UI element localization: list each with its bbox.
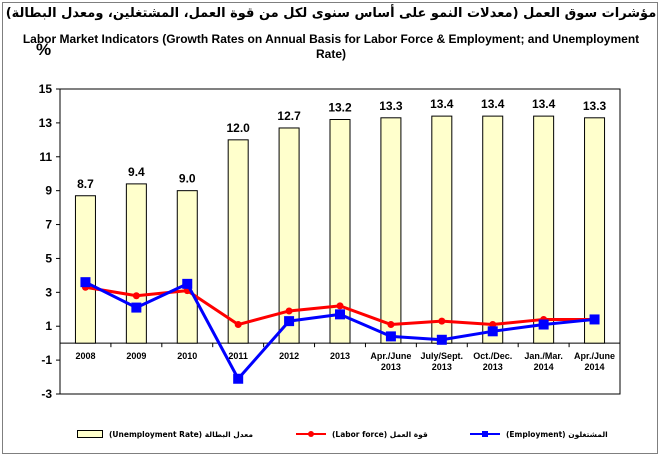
employment-point <box>385 331 396 342</box>
x-category-label: Apr./June <box>574 351 615 361</box>
employment-point <box>182 278 193 289</box>
x-category-label: 2013 <box>381 362 401 372</box>
y-tick-label: 9 <box>45 184 52 198</box>
legend-red-line-swatch <box>296 431 326 437</box>
labor-force-point <box>336 302 344 310</box>
employment-point <box>335 309 345 320</box>
y-tick-label: 1 <box>45 319 52 333</box>
labor-force-point <box>285 307 293 315</box>
unemployment-bar <box>329 119 351 344</box>
unemployment-bar <box>431 115 453 344</box>
bar-data-label: 13.2 <box>328 101 352 115</box>
employment-point <box>284 316 295 327</box>
x-category-label: 2011 <box>228 351 248 361</box>
x-category-label: Oct./Dec. <box>473 351 512 361</box>
employment-point <box>538 319 549 330</box>
bar-data-label: 12.0 <box>227 121 251 135</box>
labor-force-point <box>132 292 140 300</box>
employment-point <box>436 334 447 345</box>
x-category-label: July/Sept. <box>421 351 464 361</box>
bar-data-label: 13.3 <box>583 99 607 113</box>
chart-title-english: Labor Market Indicators (Growth Rates on… <box>22 32 640 61</box>
legend-employment: (Employment) المشتغلون <box>470 428 608 440</box>
bar-data-label: 13.4 <box>532 97 556 111</box>
unemployment-bar <box>227 139 249 344</box>
x-category-label: 2014 <box>534 362 554 372</box>
y-tick-label: 3 <box>45 285 52 299</box>
labor-force-point <box>489 321 497 329</box>
employment-point <box>487 326 498 337</box>
x-category-label: 2010 <box>177 351 197 361</box>
chart-title-arabic: مؤشرات سوق العمل (معدلات النمو على أساس … <box>5 6 657 21</box>
legend-labor-force: (Labor force) قوة العمل <box>296 428 428 440</box>
unemployment-bar <box>176 190 198 344</box>
x-category-label: 2008 <box>75 351 95 361</box>
bar-data-label: 9.4 <box>128 165 145 179</box>
unemployment-bar <box>584 117 606 344</box>
bar-data-label: 13.3 <box>379 99 403 113</box>
x-category-label: 2012 <box>279 351 299 361</box>
legend-labor-force-label: (Labor force) قوة العمل <box>332 429 428 439</box>
x-category-label: 2013 <box>483 362 503 372</box>
legend-unemployment-label: (Unemployment Rate) معدل البطالة <box>109 429 253 439</box>
y-tick-label: 15 <box>39 82 53 96</box>
unemployment-bar <box>278 127 300 344</box>
legend-bar-swatch <box>77 430 103 438</box>
y-axis-unit: % <box>36 40 52 59</box>
employment-point <box>131 302 142 313</box>
bar-data-label: 9.0 <box>179 172 196 186</box>
x-category-label: Jan./Mar. <box>524 351 563 361</box>
employment-point <box>233 373 244 384</box>
x-category-label: 2014 <box>585 362 605 372</box>
bar-data-label: 13.4 <box>481 97 505 111</box>
x-category-label: 2013 <box>432 362 452 372</box>
labor-force-point <box>234 321 242 329</box>
labor-force-point <box>438 317 446 325</box>
y-tick-label: -1 <box>41 353 52 367</box>
y-tick-label: 5 <box>45 251 52 265</box>
bar-data-label: 13.4 <box>430 97 454 111</box>
unemployment-bar <box>380 117 402 344</box>
unemployment-bar <box>74 195 96 344</box>
y-tick-label: 11 <box>39 150 52 164</box>
y-tick-label: 7 <box>45 218 52 232</box>
bar-data-label: 8.7 <box>77 177 94 191</box>
labor-force-point <box>387 321 395 329</box>
x-category-label: 2013 <box>330 351 350 361</box>
y-tick-label: -3 <box>41 387 52 401</box>
unemployment-bar <box>125 183 147 344</box>
x-category-label: Apr./June <box>370 351 411 361</box>
legend-blue-line-swatch <box>470 431 500 437</box>
employment-point <box>80 277 91 288</box>
employment-point <box>589 314 600 325</box>
y-tick-label: 13 <box>39 116 53 130</box>
chart-frame <box>2 2 658 454</box>
bar-data-label: 12.7 <box>277 109 301 123</box>
legend-employment-label: (Employment) المشتغلون <box>506 429 608 439</box>
legend-unemployment: (Unemployment Rate) معدل البطالة <box>77 428 253 440</box>
unemployment-bar <box>482 115 504 344</box>
x-category-label: 2009 <box>126 351 146 361</box>
unemployment-bar <box>533 115 555 344</box>
